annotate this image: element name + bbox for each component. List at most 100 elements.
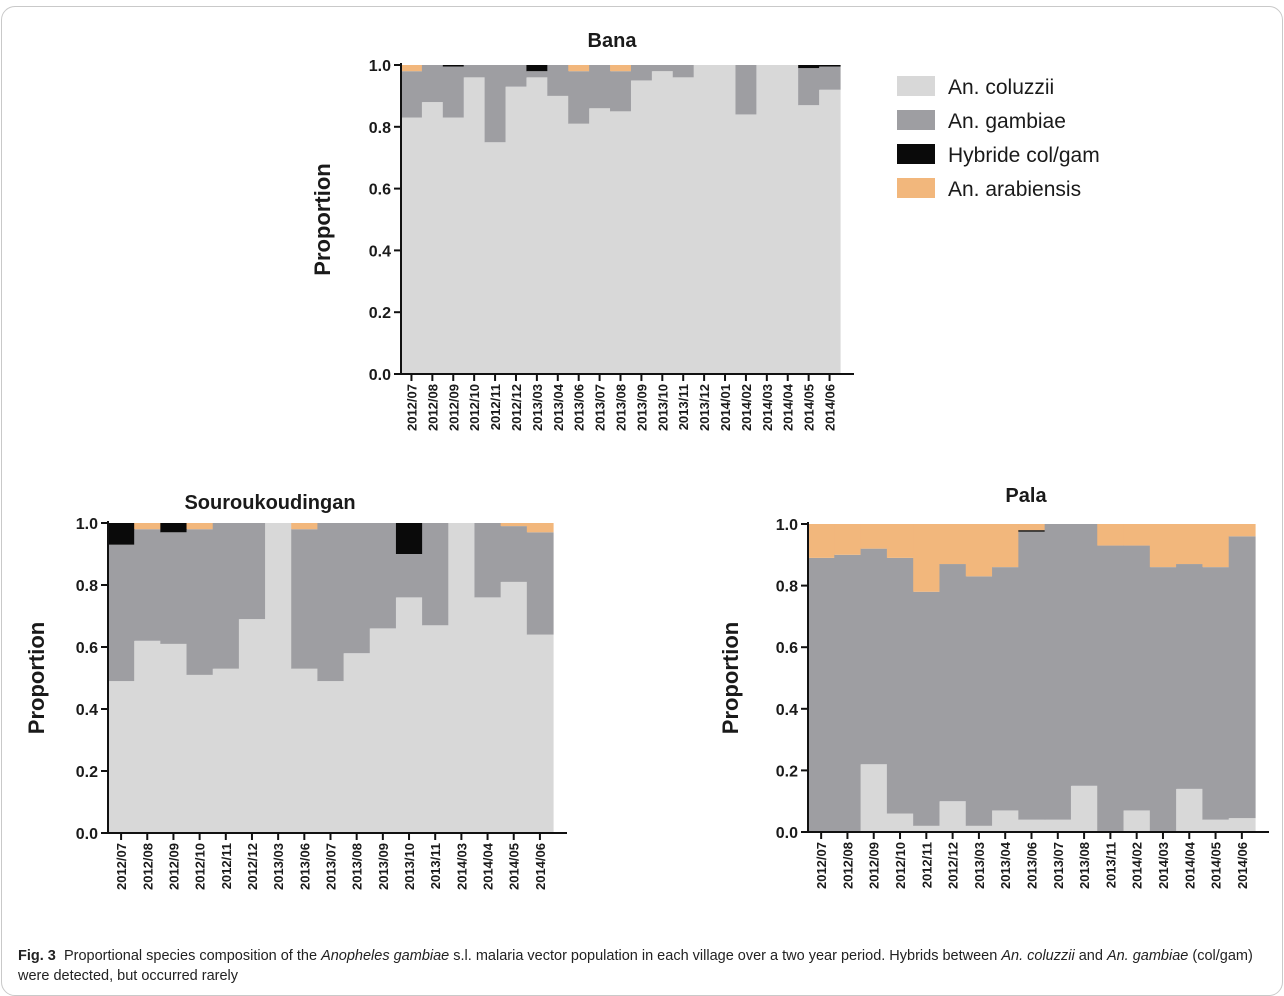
figure-caption: Fig. 3 Proportional species composition …	[18, 946, 1268, 986]
bar-hybride-col-gam	[526, 65, 548, 72]
chart-title: Souroukoudingan	[184, 492, 355, 514]
x-tick-label: 2012/07	[404, 384, 419, 431]
bar-an-coluzzii	[756, 65, 778, 374]
y-tick-label: 1.0	[776, 517, 798, 534]
y-tick-label: 0.0	[76, 826, 98, 843]
bar-an-gambiae	[526, 532, 554, 635]
x-tick-label: 2012/10	[193, 843, 208, 890]
x-tick-label: 2012/09	[166, 843, 181, 890]
x-tick-label: 2014/04	[1182, 841, 1197, 889]
bar-an-gambiae	[212, 523, 240, 669]
bar-an-coluzzii	[693, 65, 716, 374]
bar-an-coluzzii	[886, 813, 914, 832]
bar-an-coluzzii	[1070, 785, 1098, 832]
bar-hybride-col-gam	[395, 523, 423, 554]
bar-an-gambiae	[317, 523, 345, 682]
bar-an-coluzzii	[1202, 819, 1230, 832]
bar-an-coluzzii	[108, 681, 135, 833]
y-tick-label: 0.2	[76, 764, 98, 781]
x-tick-label: 2013/03	[530, 384, 545, 431]
bar-an-coluzzii	[238, 619, 266, 833]
bar-an-coluzzii	[992, 810, 1019, 832]
y-tick-label: 0.2	[776, 763, 798, 780]
x-tick-label: 2013/04	[551, 383, 566, 431]
bar-an-gambiae	[484, 65, 507, 143]
bar-an-gambiae	[463, 65, 486, 78]
y-tick-label: 0.2	[369, 305, 391, 322]
bar-an-gambiae	[1044, 524, 1072, 820]
bar-an-arabiensis	[610, 65, 632, 72]
bar-an-coluzzii	[474, 597, 502, 833]
x-tick-label: 2014/05	[1209, 842, 1224, 889]
x-tick-label: 2013/08	[350, 843, 365, 890]
bar-an-gambiae	[1202, 567, 1230, 820]
bar-an-arabiensis	[1202, 524, 1230, 568]
bar-an-coluzzii	[1123, 810, 1151, 832]
y-axis-title: Proportion	[310, 163, 335, 275]
bar-an-coluzzii	[735, 114, 757, 374]
y-tick-label: 0.4	[76, 702, 98, 719]
bar-an-coluzzii	[819, 89, 841, 374]
bar-an-gambiae	[965, 576, 993, 826]
y-axis-title: Proportion	[24, 622, 49, 734]
legend-swatch-an-gambiae	[897, 110, 935, 130]
bar-an-gambiae	[369, 523, 397, 629]
x-tick-label: 2012/12	[946, 842, 961, 889]
bar-an-gambiae	[798, 68, 820, 106]
x-tick-label: 2013/09	[376, 843, 391, 890]
bar-an-arabiensis	[965, 524, 993, 577]
bar-an-coluzzii	[1228, 818, 1256, 832]
bar-an-gambiae	[735, 65, 757, 115]
y-tick-label: 0.4	[776, 702, 798, 719]
bar-an-coluzzii	[448, 523, 476, 833]
x-tick-label: 2013/11	[1103, 842, 1118, 888]
bar-an-coluzzii	[672, 77, 695, 375]
bar-an-gambiae	[422, 523, 449, 626]
bar-an-gambiae	[1228, 536, 1256, 819]
bar-an-coluzzii	[610, 111, 632, 374]
x-tick-label: 2014/02	[739, 384, 754, 431]
bar-an-arabiensis	[500, 523, 528, 527]
bar-an-arabiensis	[1228, 524, 1256, 537]
x-tick-label: 2014/04	[481, 842, 496, 890]
bar-an-gambiae	[1149, 567, 1177, 832]
x-tick-label: 2013/03	[972, 842, 987, 889]
chart-souroukoudingan: Souroukoudingan 0.0 0.2 0.4 0.6 0.8 1.0 Proport…	[24, 492, 567, 890]
bar-an-coluzzii	[505, 86, 528, 374]
bar-an-coluzzii	[134, 640, 161, 833]
x-tick-label: 2014/02	[1130, 842, 1145, 889]
chart-bana: Bana 0.0 0.2 0.4 0.6 0.8 1.0 Proportion 2012/07 2…	[310, 30, 854, 431]
caption-text-4: (col/gam) were detected, but occurred ra…	[18, 948, 1253, 984]
legend-label-hybride-col-gam: Hybride col/gam	[948, 144, 1100, 167]
x-tick-label: 2012/07	[814, 842, 829, 889]
bar-an-coluzzii	[484, 142, 507, 374]
bar-an-gambiae	[1123, 545, 1151, 811]
bar-an-gambiae	[547, 65, 569, 96]
bar-an-coluzzii	[401, 117, 423, 374]
x-tick-label: 2013/06	[572, 384, 587, 431]
x-tick-label: 2014/04	[781, 383, 796, 431]
bar-an-coluzzii	[442, 117, 465, 374]
legend-label-an-coluzzii: An. coluzzii	[948, 76, 1054, 99]
bar-an-coluzzii	[651, 71, 674, 375]
bar-an-gambiae	[1097, 545, 1125, 832]
x-tick-label: 2013/11	[428, 843, 443, 889]
y-tick-label: 0.0	[369, 367, 391, 384]
legend-swatch-an-coluzzii	[897, 76, 935, 96]
bar-an-gambiae	[395, 554, 423, 598]
bar-an-coluzzii	[1018, 819, 1046, 832]
x-tick-label: 2012/11	[919, 842, 934, 888]
bar-an-arabiensis	[1018, 524, 1046, 531]
bar-an-coluzzii	[500, 581, 528, 833]
bar-an-coluzzii	[265, 523, 292, 833]
legend-label-an-gambiae: An. gambiae	[948, 110, 1066, 133]
y-tick-label: 0.8	[776, 579, 798, 596]
bar-an-gambiae	[343, 523, 371, 654]
x-tick-label: 2014/06	[1235, 842, 1250, 889]
bar-an-coluzzii	[526, 77, 548, 375]
x-tick-label: 2014/06	[823, 384, 838, 431]
bar-an-gambiae	[939, 564, 967, 802]
bar-an-gambiae	[651, 65, 674, 72]
chart-title: Bana	[588, 30, 638, 52]
bar-an-gambiae	[401, 71, 423, 118]
